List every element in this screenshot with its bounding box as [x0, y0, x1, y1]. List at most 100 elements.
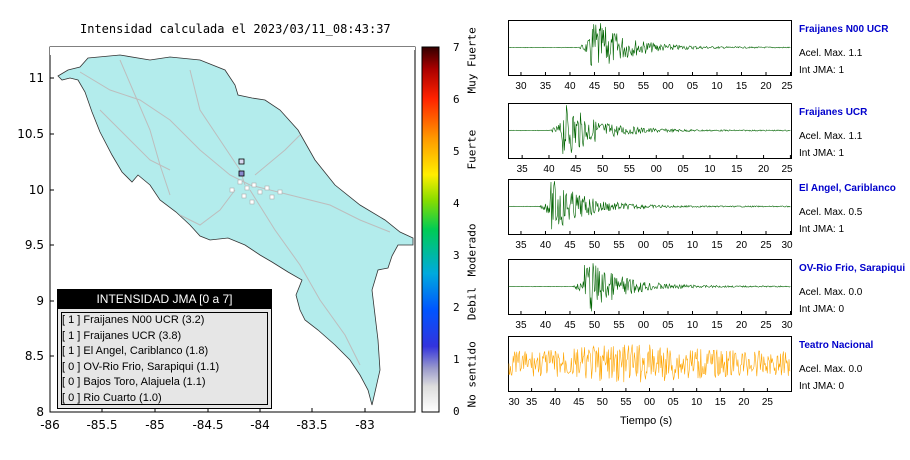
map-y-tick-label: 8.5	[25, 349, 44, 363]
map-y-tick-label: 10	[29, 183, 44, 197]
waveform-tick-label: 55	[638, 81, 650, 92]
colorbar-tick-label: 3	[453, 249, 460, 262]
colorbar-label-moderado: Moderado	[465, 223, 479, 277]
intensity-colorbar	[421, 46, 440, 413]
waveform-tick-label: 35	[515, 320, 527, 331]
colorbar-tick-label: 1	[453, 353, 460, 366]
waveform-tick-label: 00	[638, 240, 650, 251]
waveform-tick-label: 45	[589, 81, 601, 92]
waveform-tick-label: 25	[760, 240, 772, 251]
waveform-panel: 30 35 40 45 50 55 00 05 10 15 20 25	[508, 336, 792, 408]
waveform-trace	[508, 263, 791, 312]
station-square-1	[238, 158, 245, 165]
waveform-tick-label: 45	[573, 397, 585, 408]
waveform-tick-label: 00	[651, 164, 663, 175]
colorbar-label-no-sentido: No sentido	[465, 341, 479, 408]
waveform-trace	[509, 23, 791, 67]
map-x-tick-label: -86	[40, 418, 60, 432]
waveform-tick-label: 00	[638, 320, 650, 331]
colorbar-label-debil: Debil	[465, 286, 479, 321]
map-y-axis: 11 10.5 10 9.5 9 8.5 8	[17, 71, 54, 419]
waveform-panel: 30 35 40 45 50 55 00 05 10 15 20 25	[508, 20, 793, 92]
waveform-panel: 35 40 45 50 55 00 05 10 15 20 25 30	[508, 179, 793, 251]
map-y-tick-label: 11	[29, 71, 44, 85]
waveform-tick-label: 20	[758, 164, 770, 175]
station-name: Fraijanes UCR	[799, 107, 868, 118]
waveform-tick-label: 15	[711, 240, 723, 251]
waveform-tick-label: 05	[668, 397, 680, 408]
colorbar-tick-label: 4	[453, 197, 460, 210]
waveform-panel: 35 40 45 50 55 00 05 10 15 20 25	[508, 103, 793, 175]
waveform-tick-label: 30	[508, 397, 520, 408]
waveform-trace	[508, 344, 791, 383]
waveform-tick-label: 20	[738, 397, 750, 408]
waveform-tick-label: 05	[662, 240, 674, 251]
waveform-tick-label: 45	[564, 240, 576, 251]
station-name: Fraijanes N00 UCR	[799, 24, 889, 35]
waveform-tick-label: 00	[644, 397, 656, 408]
waveform-tick-label: 25	[760, 320, 772, 331]
station-jma: Int JMA: 0	[799, 304, 845, 315]
waveform-tick-label: 40	[564, 81, 576, 92]
waveform-tick-label: 10	[687, 240, 699, 251]
legend-list: [ 1 ] Fraijanes N00 UCR (3.2) [ 1 ] Frai…	[62, 313, 267, 406]
waveform-tick-label: 15	[711, 320, 723, 331]
station-accel: Acel. Max. 0.0	[799, 287, 863, 298]
waveform-xlabel: Tiempo (s)	[620, 415, 673, 427]
intensity-legend: INTENSIDAD JMA [0 a 7] [ 1 ] Fraijanes N…	[57, 289, 272, 409]
colorbar-tick-label: 0	[453, 405, 460, 418]
waveform-tick-label: 45	[570, 164, 582, 175]
station-accel: Acel. Max. 1.1	[799, 131, 863, 142]
map-x-axis: -86 -85.5 -85 -84.5 -84 -83.5 -83	[40, 408, 375, 432]
waveform-tick-label: 50	[597, 164, 609, 175]
colorbar-tick-label: 2	[453, 301, 460, 314]
waveform-tick-label: 20	[760, 81, 772, 92]
waveform-tick-label: 40	[550, 397, 562, 408]
legend-item: [ 1 ] Fraijanes UCR (3.8)	[62, 329, 182, 342]
waveform-tick-label: 45	[564, 320, 576, 331]
station-jma: Int JMA: 1	[799, 65, 845, 76]
road-network	[79, 59, 391, 366]
map-x-tick-label: -85.5	[86, 418, 117, 432]
waveform-tick-label: 20	[736, 320, 748, 331]
station-square-2	[238, 170, 245, 177]
station-accel: Acel. Max. 0.0	[799, 364, 863, 375]
map-x-tick-label: -83	[355, 418, 375, 432]
waveform-tick-label: 55	[613, 320, 625, 331]
map-x-tick-label: -83.5	[296, 418, 327, 432]
waveform-tick-label: 20	[736, 240, 748, 251]
map-x-tick-label: -84	[250, 418, 270, 432]
waveform-tick-label: 10	[691, 397, 703, 408]
waveform-tick-label: 10	[704, 164, 716, 175]
station-jma: Int JMA: 1	[799, 148, 845, 159]
waveform-tick-label: 25	[781, 164, 793, 175]
waveform-frame	[508, 20, 792, 76]
legend-item: [ 0 ] Rio Cuarto (1.0)	[62, 391, 162, 404]
waveform-tick-label: 25	[781, 81, 793, 92]
waveform-tick-label: 15	[736, 81, 748, 92]
station-name: OV-Rio Frio, Sarapiqui	[799, 263, 906, 274]
waveform-tick-label: 05	[678, 164, 690, 175]
station-accel: Acel. Max. 0.5	[799, 207, 863, 218]
waveform-tick-label: 55	[613, 240, 625, 251]
neighbor-land	[50, 47, 415, 62]
waveform-tick-label: 15	[731, 164, 743, 175]
map-y-tick-label: 8	[36, 405, 44, 419]
station-name: Teatro Nacional	[799, 340, 874, 351]
waveform-tick-label: 05	[687, 81, 699, 92]
legend-item: [ 1 ] El Angel, Cariblanco (1.8)	[62, 345, 209, 357]
waveform-tick-label: 35	[540, 81, 552, 92]
colorbar-gradient	[421, 46, 440, 413]
colorbar-tick-label: 6	[453, 93, 460, 106]
colorbar-tick-label: 5	[453, 145, 460, 158]
map-y-tick-label: 9	[36, 294, 44, 308]
map-y-tick-label: 9.5	[25, 238, 44, 252]
waveform-tick-label: 15	[715, 397, 727, 408]
waveform-tick-label: 30	[781, 320, 793, 331]
station-jma: Int JMA: 0	[799, 381, 845, 392]
waveform-tick-label: 05	[662, 320, 674, 331]
waveform-tick-label: 35	[517, 164, 529, 175]
waveform-tick-label: 55	[620, 397, 632, 408]
colorbar-label-fuerte: Fuerte	[465, 129, 479, 170]
waveform-tick-label: 50	[589, 240, 601, 251]
